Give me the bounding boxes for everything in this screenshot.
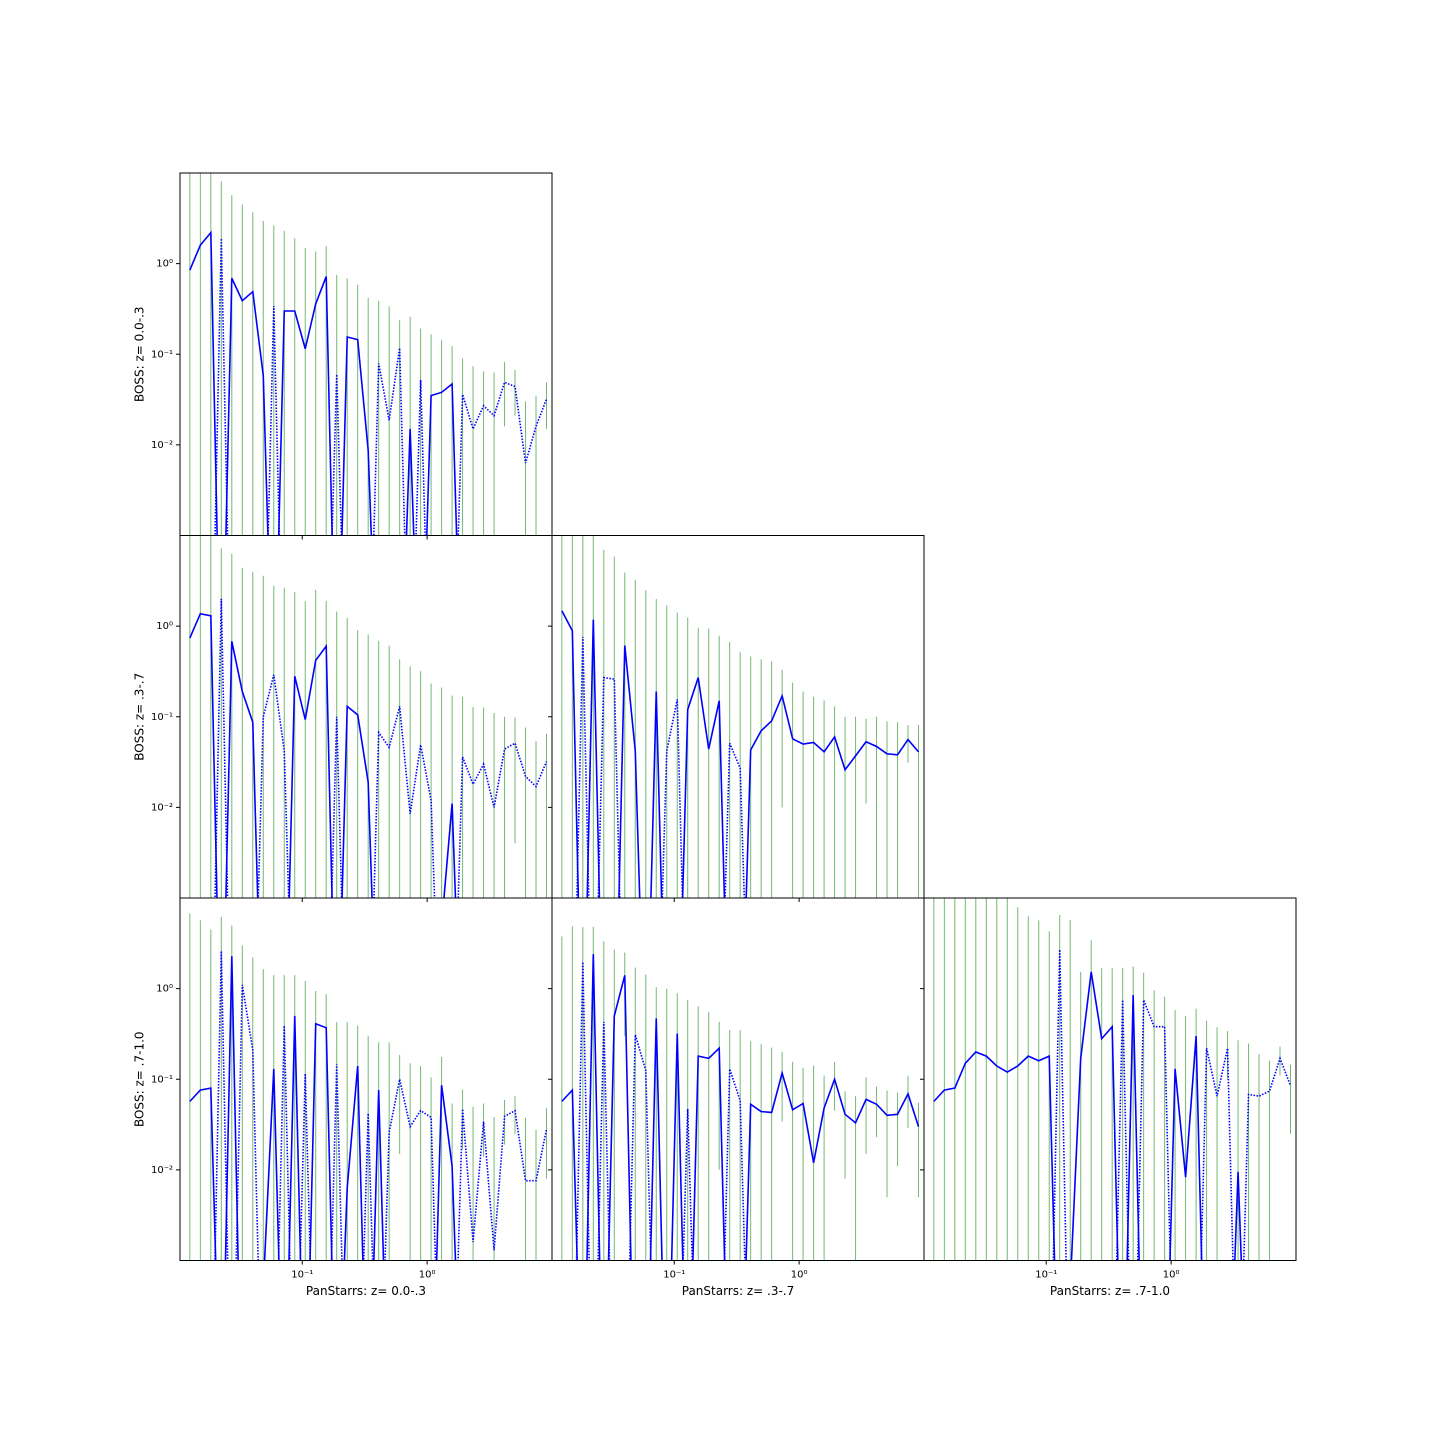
line-positive [561,954,920,1261]
panel: 10⁻¹ 10⁰ [548,897,925,1281]
axes-frame [551,897,925,1261]
y-tick-label: 10⁻¹ [151,712,173,723]
line-positive [561,610,920,898]
plot-area [189,173,548,536]
line-positive [189,612,457,898]
x-tick-label: 10⁰ [1163,1270,1180,1281]
y-tick-label: 10⁻² [151,440,173,451]
x-tick-label: 10⁰ [419,1270,436,1281]
panel: 10⁻² 10⁻¹ 10⁰ [151,172,553,540]
panel [548,535,925,902]
panel: 10⁻¹ 10⁰ [920,897,1297,1281]
x-tick-label: 10⁰ [791,1270,808,1281]
plot-area [189,535,548,898]
line-negative [576,636,746,898]
x-tick-label: 10⁻¹ [663,1270,685,1281]
axes-frame [179,897,553,1261]
axes-frame [179,535,553,899]
plot-area [933,898,1292,1261]
y-tick-label: 10⁰ [156,621,173,632]
line-positive [189,230,458,536]
y-tick-label: 10⁻¹ [151,1074,173,1085]
y-tick-label: 10⁻¹ [151,349,173,360]
x-axis-label: PanStarrs: z= .3-.7 [682,1284,795,1298]
x-axis-label: PanStarrs: z= 0.0-.3 [306,1284,426,1298]
plot-area [561,926,920,1261]
y-tick-label: 10⁰ [156,259,173,270]
axes-frame [923,897,1297,1261]
y-tick-label: 10⁰ [156,984,173,995]
y-tick-label: 10⁻² [151,1165,173,1176]
axes-frame [551,535,925,899]
panel: 10⁻² 10⁻¹ 10⁰ 10⁻¹ 10⁰ [151,897,553,1281]
y-tick-label: 10⁻² [151,802,173,813]
panel: 10⁻² 10⁻¹ 10⁰ [151,535,553,902]
y-axis-label: BOSS: z= .3-.7 [133,673,147,761]
line-negative [214,598,548,898]
x-axis-label: PanStarrs: z= .7-1.0 [1050,1284,1170,1298]
plot-area [561,535,920,898]
y-axis-label: BOSS: z= .7-1.0 [133,1031,147,1127]
x-tick-label: 10⁻¹ [291,1270,313,1281]
y-axis-label: BOSS: z= 0.0-.3 [133,306,147,402]
plot-area [189,913,548,1261]
x-tick-label: 10⁻¹ [1035,1270,1057,1281]
axes-frame [179,172,553,536]
line-positive [933,971,1243,1261]
